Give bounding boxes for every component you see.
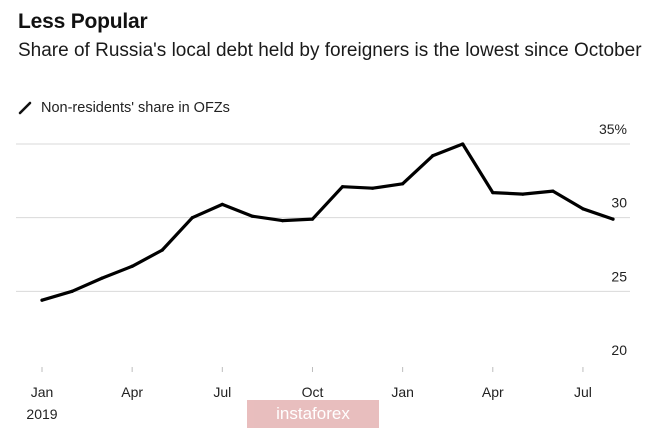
data-point (370, 186, 375, 190)
y-tick-label: 35% (599, 121, 627, 137)
legend-label: Non-residents' share in OFZs (41, 100, 230, 116)
y-tick-label: 20 (611, 342, 627, 358)
data-point (340, 185, 345, 189)
y-tick-label: 25 (611, 268, 627, 284)
data-point (611, 217, 615, 221)
y-tick-label: 30 (611, 195, 627, 211)
data-point (461, 142, 465, 146)
data-point (431, 154, 435, 158)
chart-title: Less Popular (18, 10, 148, 33)
x-tick-label: Jan (31, 384, 54, 400)
data-point (401, 182, 405, 186)
data-point (70, 289, 74, 293)
data-point (280, 219, 285, 223)
data-point (220, 202, 224, 207)
data-point (130, 264, 134, 268)
x-tick-label: Jul (213, 384, 231, 400)
data-point (551, 189, 555, 193)
legend-line-icon (18, 101, 32, 115)
data-point (250, 214, 254, 218)
data-point (190, 216, 194, 220)
legend: Non-residents' share in OFZs (18, 99, 230, 117)
x-tick-label: Jul (574, 384, 592, 400)
data-points (40, 142, 615, 302)
data-point (310, 217, 315, 221)
x-year-label: 2019 (26, 406, 57, 422)
x-axis-labels: Jan Apr Jul Oct Jan Apr Jul 2019 (26, 367, 592, 422)
series-line (40, 142, 615, 302)
gridlines (16, 143, 630, 292)
chart-subtitle: Share of Russia's local debt held by for… (18, 40, 642, 61)
data-point (100, 276, 104, 280)
x-tick-label: Apr (121, 384, 143, 400)
series-layer (40, 142, 615, 302)
data-point (160, 248, 164, 252)
watermark: instaforex (247, 400, 379, 428)
y-axis-labels: 20 25 30 35% (599, 121, 627, 358)
data-point (491, 191, 495, 195)
data-point (521, 192, 525, 196)
x-tick-label: Jan (391, 384, 414, 400)
x-tick-label: Oct (302, 384, 324, 400)
data-point (581, 207, 585, 211)
x-tick-label: Apr (482, 384, 504, 400)
data-point (40, 298, 44, 302)
